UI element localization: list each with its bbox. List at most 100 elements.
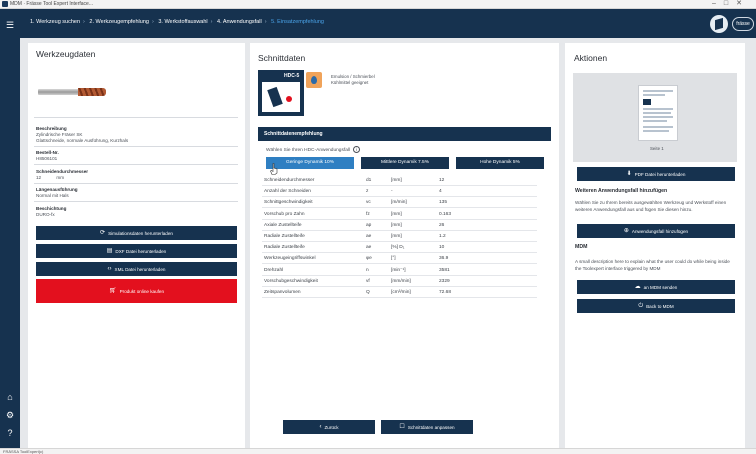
param-symbol: ae (366, 234, 372, 239)
param-unit: [mm] (391, 234, 402, 239)
param-symbol: Q (366, 290, 370, 295)
table-row: Axiale Zustellteife ap [mm] 26 (262, 220, 537, 231)
param-value: 2329 (439, 278, 450, 284)
cube-logo-icon (710, 15, 728, 33)
back-button[interactable]: ‹ Zurück (283, 420, 375, 434)
power-icon: ⏻ (638, 303, 644, 309)
file-icon: ▤ (106, 248, 113, 254)
breadcrumb-step-1[interactable]: 1. Werkzeug suchen (30, 19, 81, 25)
param-name: Schneidendurchmesser (264, 178, 315, 183)
button-label: Produkt online kaufen (119, 288, 165, 294)
menu-icon[interactable]: ☰ (5, 20, 15, 30)
diameter-label: Schneidendurchmesser (36, 169, 89, 174)
param-value: 26 (439, 222, 445, 228)
breadcrumb-step-4[interactable]: 4. Anwendungsfall (217, 19, 262, 25)
add-application-text: Wählen Sie zu Ihrem bereits ausgewählten… (575, 200, 727, 212)
param-symbol: z (366, 189, 369, 195)
settings-icon[interactable]: ⚙ (5, 410, 15, 420)
table-row: Vorschubgeschwindigkeit vf [mm/min] 2329 (262, 276, 537, 287)
param-name: Anzahl der Schneiden (264, 189, 311, 195)
coolant-text: Emulsion / Schmierbel Kühlmittel geeigne… (331, 74, 375, 86)
tool-data-title: Werkzeugdaten (36, 49, 96, 59)
table-row: Werkzeugeingriffswinkel φe [°] 36.9 (262, 253, 537, 265)
hdc-strategy-icon: HDC-5 (258, 70, 304, 116)
header-bar: 1. Werkzeug suchen › 2. Werkzeugempfehlun… (20, 9, 756, 38)
order-number-label: Bestell-Nr. (36, 150, 59, 155)
upload-cloud-icon: ☁ (634, 284, 641, 290)
pdf-thumbnail[interactable] (638, 85, 678, 141)
add-application-heading: Weiteren Anwendungsfall hinzufügen (575, 188, 668, 194)
button-label: XML Datei herunterladen (114, 266, 166, 272)
adjust-cutting-data-button[interactable]: ☐ Schnittdaten anpassen (381, 420, 473, 434)
chevron-left-icon: ‹ (319, 424, 322, 430)
page-caption: Seite 1 (650, 146, 664, 151)
sidebar: ☰ ⌂ ⚙ ? (0, 9, 20, 448)
param-symbol: fz (366, 211, 370, 217)
param-unit: [%] D₁ (391, 245, 405, 251)
table-row: Vorschub pro Zahn fz [mm] 0.163 (262, 209, 537, 220)
breadcrumb-step-5[interactable]: 5. Einsatzempfehlung (271, 19, 324, 25)
back-to-mdm-button[interactable]: ⏻ Back to MDM (577, 299, 735, 313)
table-row: Radiale Zustellteife ae [%] D₁ 10 (262, 242, 537, 254)
send-to-mdm-button[interactable]: ☁ an MDM senden (577, 280, 735, 294)
choose-application-text: Wählen Sie Ihren HDC-Anwendungsfall i (266, 146, 360, 153)
param-unit: [mm] (391, 178, 402, 183)
window-controls[interactable]: –□✕ (712, 0, 750, 7)
dynamic-high-button[interactable]: Hohe Dynamik 5% (456, 157, 544, 169)
coolant-line-1: Emulsion / Schmierbel (331, 74, 375, 79)
table-row: Schneidendurchmesser d1 [mm] 12 (262, 175, 537, 186)
description-value-1: Zylindrische Fräser SK (36, 132, 83, 137)
actions-title: Aktionen (574, 53, 608, 63)
choose-text: Wählen Sie Ihren HDC-Anwendungsfall (266, 148, 350, 153)
xml-download-button[interactable]: ‹› XML Datei herunterladen (36, 262, 237, 276)
recommendation-section-header: Schnittdatenempfehlung (258, 127, 551, 141)
param-value: 135 (439, 200, 448, 206)
window-titlebar: MDM · Frässe Tool Expert Interface... –□… (0, 0, 756, 9)
home-icon[interactable]: ⌂ (7, 392, 13, 402)
param-name: Drehzahl (264, 267, 284, 273)
add-application-button[interactable]: ⊕ Anwendungsfall hinzufügen (577, 224, 735, 238)
mdm-heading: MDM (575, 244, 588, 250)
status-bar: FRÄSSA ToolExpert(c) (0, 448, 756, 454)
param-name: Zeitspanvolumen (264, 290, 301, 295)
table-row: Radiale Zustellteife ae [mm] 1.2 (262, 231, 537, 242)
dynamic-low-button[interactable]: Geringe Dynamik 10% (266, 157, 354, 169)
simulation-download-button[interactable]: ⟳ Simulationsdaten herunterladen (36, 226, 237, 240)
param-symbol: d1 (366, 178, 372, 183)
length-value: Normal mit Hals (36, 193, 69, 198)
cart-icon: 🛒︎ (108, 288, 117, 294)
description-value-2: Glattschneide, normale Ausführung, Kurzh… (36, 138, 129, 143)
tool-image (38, 87, 108, 97)
param-unit: [min⁻¹] (391, 267, 406, 273)
diameter-value: 12 mm (36, 175, 65, 180)
breadcrumb-step-2[interactable]: 2. Werkzeugempfehlung (89, 19, 149, 25)
param-value: 36.9 (439, 256, 449, 262)
mdm-text: A small description here to explain what… (575, 259, 730, 271)
param-value: 0.163 (439, 211, 452, 217)
param-unit: [°] (391, 256, 396, 262)
dynamic-medium-button[interactable]: Mittlere Dynamik 7.5% (361, 157, 449, 169)
table-row: Zeitspanvolumen Q [cm³/min] 72.68 (262, 287, 537, 298)
param-symbol: φe (366, 256, 372, 262)
coolant-icon (306, 72, 322, 88)
button-label: Zurück (324, 424, 339, 430)
coating-value: DURO-fx (36, 212, 55, 217)
param-unit: - (391, 189, 393, 195)
buy-online-button[interactable]: 🛒︎ Produkt online kaufen (36, 279, 237, 303)
param-name: Vorschub pro Zahn (264, 211, 305, 217)
button-label: Anwendungsfall hinzufügen (631, 228, 689, 234)
param-unit: [mm] (391, 211, 402, 217)
breadcrumb-step-3[interactable]: 3. Werkstoffauswahl (158, 19, 208, 25)
param-unit: [cm³/min] (391, 290, 411, 295)
help-icon[interactable]: ? (7, 428, 13, 438)
window-title: MDM · Frässe Tool Expert Interface... (10, 1, 93, 7)
param-name: Vorschubgeschwindigkeit (264, 278, 318, 284)
info-icon[interactable]: i (353, 146, 360, 153)
pdf-download-button[interactable]: ⬇ PDF Datei herunterladen (577, 167, 735, 181)
cutting-data-title: Schnittdaten (258, 53, 306, 63)
hdc-label: HDC-5 (284, 73, 300, 79)
dxf-download-button[interactable]: ▤ DXF Datei herunterladen (36, 244, 237, 258)
plus-circle-icon: ⊕ (623, 228, 629, 234)
param-symbol: n (366, 267, 369, 273)
table-row: Anzahl der Schneiden z - 4 (262, 186, 537, 198)
